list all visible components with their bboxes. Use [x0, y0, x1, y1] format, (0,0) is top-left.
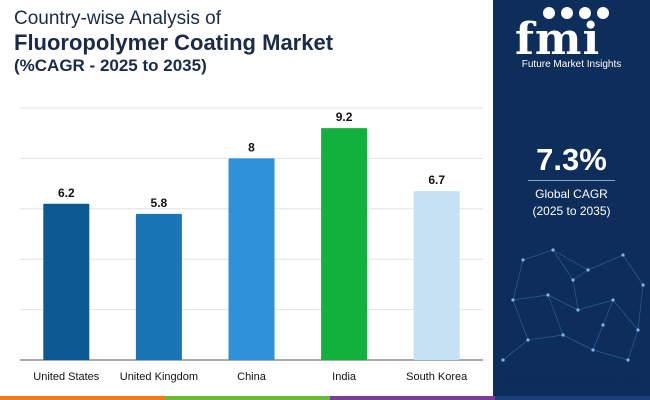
- x-tick-label: South Korea: [406, 371, 468, 383]
- footer-bar-segment: [0, 396, 165, 400]
- footer-bar-segment: [165, 396, 330, 400]
- network-node: [511, 298, 515, 302]
- network-node: [611, 298, 615, 302]
- network-link: [502, 339, 529, 361]
- cagr-label-line-1: Global CAGR: [535, 187, 608, 201]
- network-node: [501, 358, 505, 362]
- network-node: [561, 333, 565, 337]
- fmi-logo: fmi: [515, 14, 601, 65]
- network-link: [612, 299, 639, 331]
- network-link: [587, 254, 624, 271]
- network-link: [592, 349, 629, 361]
- cagr-label-line-2: (2025 to 2035): [532, 204, 611, 218]
- network-link: [512, 259, 524, 301]
- footer-bar-segment: [495, 396, 650, 400]
- network-link: [552, 249, 574, 281]
- footer-bar-segment: [330, 396, 495, 400]
- chart-panel: Country-wise Analysis of Fluoropolymer C…: [14, 8, 483, 383]
- x-tick-label: India: [332, 371, 357, 383]
- network-node: [591, 348, 595, 352]
- global-cagr-label: Global CAGR (2025 to 2035): [493, 186, 650, 220]
- network-node: [526, 338, 530, 342]
- data-label: 8: [248, 140, 255, 154]
- network-link: [522, 249, 554, 261]
- network-link: [637, 284, 644, 331]
- network-link: [572, 279, 579, 311]
- network-node: [636, 328, 640, 332]
- network-node: [551, 248, 555, 252]
- bar: [228, 158, 275, 360]
- network-node: [576, 308, 580, 312]
- logo-icons: [543, 6, 623, 20]
- network-link: [602, 299, 614, 326]
- network-node: [586, 268, 590, 272]
- network-link: [527, 334, 564, 341]
- network-link: [512, 299, 529, 341]
- data-label: 9.2: [336, 110, 353, 124]
- network-node: [571, 278, 575, 282]
- x-tick-label: United States: [33, 371, 100, 383]
- global-cagr-value: 7.3%: [536, 142, 607, 177]
- network-link: [547, 294, 564, 336]
- network-link: [547, 294, 579, 311]
- network-node: [546, 293, 550, 297]
- network-link: [512, 294, 549, 301]
- network-link: [577, 299, 614, 311]
- bar: [135, 213, 182, 360]
- data-label: 6.7: [428, 173, 445, 187]
- network-graphic: [501, 248, 645, 362]
- divider: [528, 180, 615, 181]
- data-label: 5.8: [151, 196, 168, 210]
- network-node: [621, 253, 625, 257]
- title-line-2: Fluoropolymer Coating Market: [14, 30, 334, 55]
- network-link: [627, 329, 639, 361]
- footer-url[interactable]: www.futuremarketinsights.com: [504, 376, 640, 387]
- network-link: [622, 254, 644, 286]
- bar-chart: 6.2 United States 5.8 United Kingdom 8 China 9…: [20, 107, 483, 383]
- network-node: [601, 323, 605, 327]
- x-tick-label: United Kingdom: [120, 371, 198, 383]
- network-link: [552, 249, 589, 271]
- bar: [321, 128, 368, 360]
- network-link: [562, 334, 594, 351]
- person-icon: [597, 7, 609, 19]
- bar: [413, 191, 460, 360]
- network-link: [592, 324, 604, 351]
- title-line-3: (%CAGR - 2025 to 2035): [14, 56, 207, 75]
- network-node: [641, 283, 645, 287]
- network-node: [521, 258, 525, 262]
- data-label: 6.2: [58, 186, 75, 200]
- x-tick-label: China: [237, 371, 267, 383]
- globe-icon: [579, 7, 591, 19]
- brand-panel: fmi Future Market Insights 7.3% Global C…: [493, 0, 650, 400]
- logo-subtitle: Future Market Insights: [521, 59, 622, 70]
- chat-icon: [561, 7, 573, 19]
- bar: [43, 203, 90, 360]
- title-line-1: Country-wise Analysis of: [14, 8, 221, 29]
- mail-icon: [543, 7, 555, 19]
- network-node: [626, 358, 630, 362]
- network-link: [572, 269, 589, 281]
